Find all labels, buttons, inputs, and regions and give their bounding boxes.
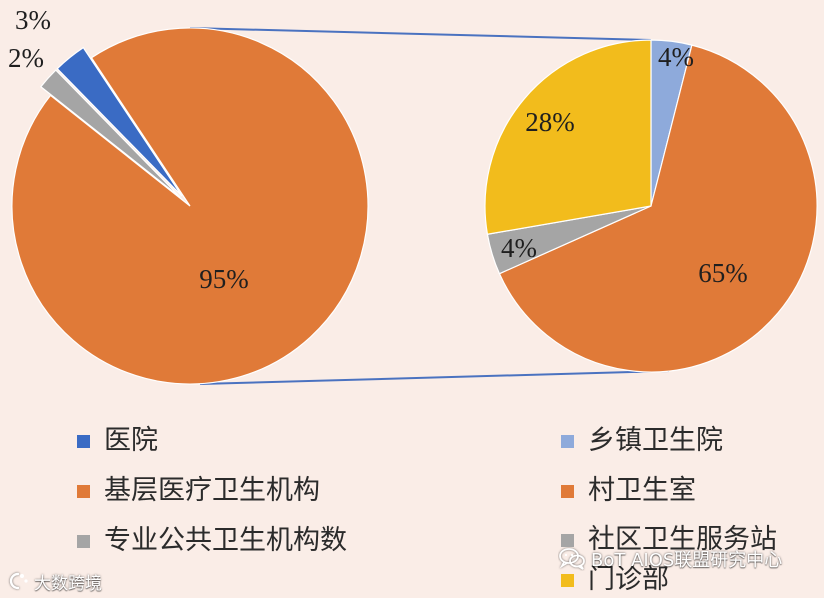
legend-item-outpatient: 门诊部 (561, 564, 669, 596)
right-pie-slice-1 (498, 44, 818, 373)
legend-swatch (561, 533, 574, 547)
legend-label: 专业公共卫生机构数 (104, 525, 347, 556)
legend-swatch (77, 534, 90, 548)
connector-line-top (189, 27, 652, 41)
watermark-left: 大数跨境 (6, 569, 102, 594)
legend-item-township-hospital: 乡镇卫生院 (561, 425, 723, 457)
watermark-left-text: 大数跨境 (34, 573, 102, 594)
right-pie-data-label-1: 65% (698, 258, 748, 288)
watermark-right-text: BoT AIOS联盟研究中心 (591, 550, 783, 571)
legend-swatch (77, 434, 90, 448)
legend-swatch (561, 434, 574, 448)
legend-item-primary-care: 基层医疗卫生机构 (77, 475, 320, 507)
right-pie-data-label-3: 28% (525, 107, 575, 137)
right-pie: 4% 65% 4% 28% (484, 39, 818, 373)
legend-label: 医院 (104, 425, 158, 456)
legend-item-hospital: 医院 (77, 425, 158, 457)
legend-label: 乡镇卫生院 (588, 425, 723, 456)
left-pie-slice-0 (56, 46, 183, 197)
left-pie-slice-1 (11, 27, 369, 385)
left-pie-data-label-0: 3% (15, 5, 51, 35)
connector-lines (189, 27, 670, 385)
legend-swatch (561, 573, 574, 587)
watermark-right: BoT AIOS联盟研究中心 (558, 546, 782, 572)
legend-item-village-clinic: 村卫生室 (561, 475, 696, 507)
left-pie: 3% 95% 2% (8, 5, 369, 385)
legend-swatch (77, 484, 90, 498)
legend-swatch (561, 484, 574, 498)
legend-label: 门诊部 (588, 564, 669, 595)
brand-logo-icon (9, 572, 28, 590)
legend-item-public-health: 专业公共卫生机构数 (77, 525, 347, 557)
left-pie-slice-2 (39, 69, 181, 198)
connector-line-bottom (199, 370, 670, 385)
right-pie-data-label-2: 4% (501, 233, 537, 263)
right-pie-data-label-0: 4% (658, 42, 694, 72)
wechat-icon (559, 548, 585, 570)
legend-label: 村卫生室 (588, 475, 696, 506)
right-pie-slice-3 (484, 39, 652, 235)
left-pie-data-label-2: 2% (8, 43, 44, 73)
left-pie-data-label-1: 95% (199, 264, 249, 294)
legend-label: 社区卫生服务站 (588, 524, 777, 555)
legend-label: 基层医疗卫生机构 (104, 475, 320, 506)
legend-item-community-center: 社区卫生服务站 (561, 524, 777, 556)
